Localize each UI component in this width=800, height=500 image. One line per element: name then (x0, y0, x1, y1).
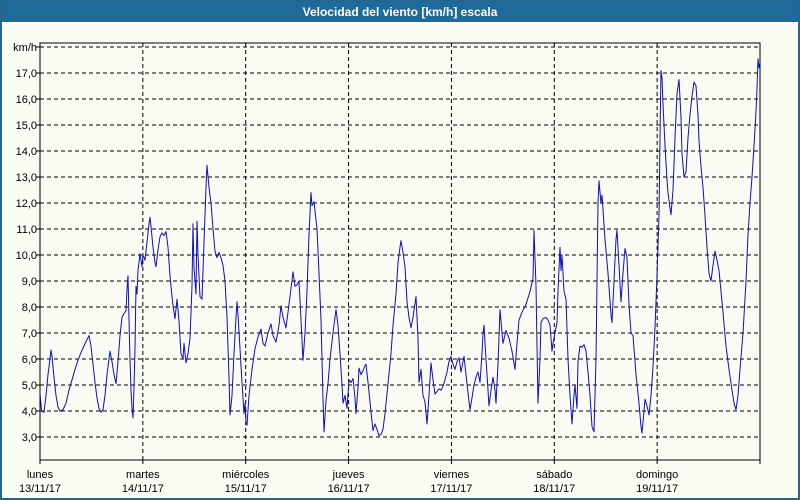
y-axis-label: 13,0 (16, 172, 37, 184)
x-axis-day-label: martes (126, 469, 160, 481)
y-axis-label: 11,0 (16, 224, 37, 236)
y-axis-label: 8,0 (22, 302, 37, 314)
y-axis-label: 17,0 (16, 68, 37, 80)
x-axis-day-label: sábado (536, 469, 572, 481)
plot-border (39, 42, 761, 461)
x-axis-date-label: 18/11/17 (533, 483, 575, 495)
x-axis-date-label: 14/11/17 (122, 483, 164, 495)
y-axis-label: 14,0 (16, 146, 37, 158)
x-axis-date-label: 13/11/17 (19, 483, 61, 495)
x-axis-day-label: viernes (434, 469, 470, 481)
x-axis-date-label: 17/11/17 (430, 483, 472, 495)
y-axis-label: 6,0 (22, 354, 37, 366)
y-axis-label: 16,0 (16, 94, 37, 106)
y-axis-label: 4,0 (22, 406, 37, 418)
x-axis-date-label: 16/11/17 (328, 483, 370, 495)
y-axis-label: 7,0 (22, 328, 37, 340)
title-bar: Velocidad del viento [km/h] escala (2, 2, 798, 22)
wind-speed-line (39, 58, 761, 437)
x-axis-day-label: domingo (636, 469, 678, 481)
y-axis-label: 3,0 (22, 432, 37, 444)
x-axis-date-label: 15/11/17 (225, 483, 267, 495)
y-axis-label: 5,0 (22, 380, 37, 392)
y-axis-label: 15,0 (16, 120, 37, 132)
y-axis-unit-label: km/h (13, 42, 37, 54)
x-axis-day-label: lunes (27, 469, 54, 481)
x-axis-day-label: miércoles (222, 469, 270, 481)
x-axis-date-label: 19/11/17 (636, 483, 678, 495)
x-axis-day-label: jueves (332, 469, 365, 481)
y-axis-label: 10,0 (16, 250, 37, 262)
y-axis-label: 12,0 (16, 198, 37, 210)
wind-speed-chart: km/h 17,0 16,0 15,0 14,0 13,0 12,0 11,0 10,0 9,0 8… (13, 42, 761, 495)
chart-title: Velocidad del viento [km/h] escala (302, 5, 498, 19)
y-axis-label: 9,0 (22, 276, 37, 288)
